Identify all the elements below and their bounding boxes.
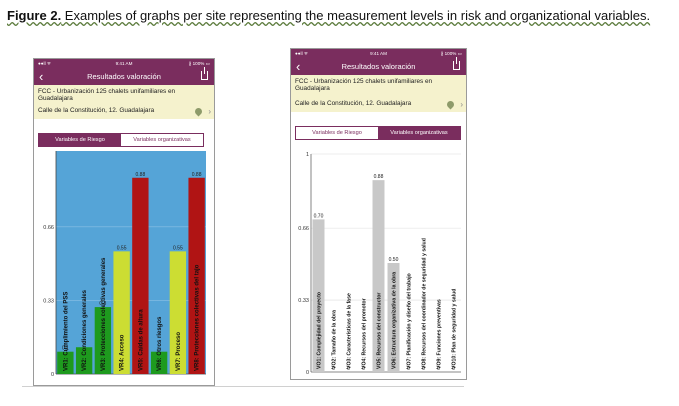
page-title: Resultados valoración bbox=[87, 72, 161, 81]
bar bbox=[169, 251, 187, 374]
data-label: 0.70 bbox=[314, 213, 324, 219]
back-icon[interactable]: ‹ bbox=[39, 69, 44, 84]
page-title: Resultados valoración bbox=[341, 62, 416, 71]
category-label: VO4: Recursos del promotor bbox=[361, 298, 367, 369]
project-card[interactable]: FCC - Urbanización 125 chalets unifamili… bbox=[34, 85, 214, 119]
variable-tabs: Variables de Riesgo Variables organizati… bbox=[295, 126, 461, 140]
tab-variables-riesgo[interactable]: Variables de Riesgo bbox=[39, 134, 121, 146]
chevron-right-icon[interactable]: › bbox=[460, 100, 463, 109]
status-time: 9:41 AM bbox=[370, 50, 387, 56]
data-label: 0.88 bbox=[192, 172, 202, 178]
project-title: FCC - Urbanización 125 chalets unifamili… bbox=[295, 78, 433, 93]
bar bbox=[387, 263, 400, 372]
bar bbox=[372, 180, 385, 372]
signal-icon: ●●ll ᯤ bbox=[38, 60, 52, 66]
category-label: VO6: Estructura organizativa de la obra bbox=[391, 272, 397, 369]
figure-caption-text: Examples of graphs per site representing… bbox=[61, 8, 651, 23]
tab-variables-riesgo[interactable]: Variables de Riesgo bbox=[296, 127, 378, 139]
category-label: VR3: Protecciones colectivas generales bbox=[101, 257, 107, 371]
tab-variables-organizativas[interactable]: Variables organizativas bbox=[121, 134, 203, 146]
figure-label: Figure 2. bbox=[7, 8, 62, 23]
data-label: 0 bbox=[437, 366, 440, 372]
bar bbox=[150, 351, 168, 374]
organizational-bar-chart: 0 0.33 0.66 1 0.70 VO1: Complejidad del proye… bbox=[298, 152, 461, 376]
category-label: VO10: Plan de seguridad y salud bbox=[451, 289, 457, 369]
tab-variables-organizativas[interactable]: Variables organizativas bbox=[378, 127, 460, 139]
bar bbox=[188, 177, 205, 374]
map-pin-icon[interactable] bbox=[445, 99, 456, 110]
project-card[interactable]: FCC - Urbanización 125 chalets unifamili… bbox=[291, 75, 466, 112]
data-label: 0 bbox=[422, 366, 425, 372]
chevron-right-icon[interactable]: › bbox=[208, 107, 211, 116]
data-label: 0 bbox=[362, 366, 365, 372]
project-address: Calle de la Constitución, 12. Guadalajar… bbox=[295, 100, 412, 107]
category-label: VR6: Otros riesgos bbox=[157, 316, 163, 371]
data-label: 0.88 bbox=[374, 174, 384, 180]
status-bar: ●●ll ᯤ 9:41 AM ∦ 100% ▭ bbox=[34, 59, 214, 68]
data-label: 0.55 bbox=[117, 245, 127, 251]
nav-bar: ‹ Resultados valoración bbox=[34, 67, 214, 85]
category-label: VO3: Características de la fase bbox=[346, 293, 352, 369]
data-label: 0.1 bbox=[62, 346, 69, 352]
y-tick-label: 0.33 bbox=[298, 298, 309, 304]
plot-area bbox=[311, 154, 461, 372]
bar bbox=[312, 219, 325, 372]
category-label: VO2: Tamaño de la obra bbox=[331, 310, 337, 369]
map-pin-icon[interactable] bbox=[193, 106, 204, 117]
back-icon[interactable]: ‹ bbox=[296, 59, 301, 74]
data-label: 0.3 bbox=[99, 301, 106, 307]
category-label: VR2: Condiciones generales bbox=[82, 289, 88, 371]
category-label: VO7: Planificación y diseño del trabajo bbox=[406, 273, 412, 369]
figure-caption: Figure 2. Examples of graphs per site re… bbox=[7, 8, 675, 24]
category-label: VR4: Acceso bbox=[120, 334, 126, 371]
status-bar: ●●ll ᯤ 9:41 AM ∦ 100% ▭ bbox=[291, 49, 466, 58]
bar bbox=[57, 351, 74, 374]
bar bbox=[113, 251, 130, 374]
project-title: FCC - Urbanización 125 chalets unifamili… bbox=[38, 88, 176, 103]
bar bbox=[132, 177, 149, 374]
share-icon[interactable] bbox=[201, 67, 208, 80]
status-time: 9:41 AM bbox=[115, 60, 133, 66]
category-label: VO5: Recursos del constructor bbox=[376, 293, 382, 369]
category-label: VR7: Proceso bbox=[176, 332, 182, 371]
data-label: 0 bbox=[452, 366, 455, 372]
data-label: 0.88 bbox=[136, 172, 146, 178]
battery-icon: ∦ 100% ▭ bbox=[189, 60, 210, 66]
nav-bar: ‹ Resultados valoración bbox=[291, 57, 466, 75]
project-address: Calle de la Constitución, 12. Guadalajar… bbox=[38, 107, 155, 114]
y-tick-label: 0 bbox=[306, 370, 309, 376]
data-label: 0.55 bbox=[173, 245, 183, 251]
phone-screenshot-organizational: ●●ll ᯤ 9:41 AM ∦ 100% ▭ ‹ Resultados val… bbox=[290, 48, 467, 380]
y-tick-label: 1 bbox=[306, 152, 309, 158]
phone-screenshot-risk: ●●ll ᯤ 9:41 AM ∦ 100% ▭ ‹ Resultados val… bbox=[33, 58, 215, 386]
category-label: VO8: Recursos del coordinador de segurid… bbox=[421, 238, 427, 369]
data-label: 0.50 bbox=[389, 257, 399, 263]
divider bbox=[22, 386, 464, 387]
data-label: 0 bbox=[332, 366, 335, 372]
share-icon[interactable] bbox=[453, 57, 460, 70]
bar bbox=[94, 307, 112, 374]
battery-icon: ∦ 100% ▭ bbox=[441, 50, 462, 56]
y-tick-label: 0.33 bbox=[43, 298, 54, 304]
category-label: VR8: Protecciones colectivas del tajo bbox=[195, 264, 201, 371]
signal-icon: ●●ll ᯤ bbox=[295, 50, 309, 56]
category-label: VR5: Caídas de altura bbox=[138, 309, 144, 371]
category-label: VO1: Complejidad del proyecto bbox=[316, 292, 322, 369]
y-tick-label: 0.66 bbox=[298, 226, 309, 232]
data-label: 0 bbox=[407, 366, 410, 372]
data-label: 0 bbox=[347, 366, 350, 372]
y-tick-label: 0 bbox=[51, 372, 54, 378]
variable-tabs: Variables de Riesgo Variables organizati… bbox=[38, 133, 204, 147]
category-label: VO9: Funciones preventivas bbox=[436, 299, 442, 369]
category-label: VR1: Cumplimiento del PSS bbox=[63, 292, 69, 371]
bar bbox=[75, 347, 93, 374]
y-tick-label: 0.66 bbox=[43, 225, 54, 231]
